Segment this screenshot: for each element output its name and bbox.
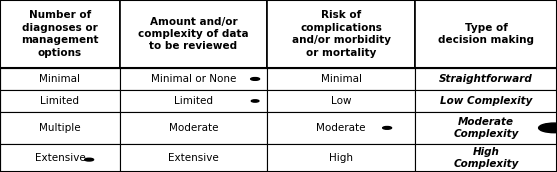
Text: Type of
decision making: Type of decision making: [438, 23, 534, 45]
Text: Low Complexity: Low Complexity: [440, 96, 532, 106]
Text: Minimal: Minimal: [40, 74, 80, 84]
Bar: [415, 90, 557, 112]
Bar: [415, 112, 557, 144]
Bar: [415, 144, 557, 172]
Text: Extensive: Extensive: [35, 153, 85, 163]
Bar: [120, 0, 267, 68]
Text: Extensive: Extensive: [168, 153, 219, 163]
Text: High: High: [329, 153, 353, 163]
Bar: [120, 68, 267, 90]
Text: Moderate: Moderate: [316, 123, 366, 133]
Text: Straightforward: Straightforward: [439, 74, 533, 84]
Text: Low: Low: [331, 96, 351, 106]
Bar: [415, 0, 557, 68]
Circle shape: [251, 78, 260, 80]
Bar: [120, 144, 267, 172]
Bar: [120, 112, 267, 144]
Bar: [267, 144, 415, 172]
Circle shape: [539, 123, 557, 133]
Text: Moderate
Complexity: Moderate Complexity: [453, 117, 519, 139]
Bar: [267, 0, 415, 68]
Bar: [267, 112, 415, 144]
Text: Limited: Limited: [40, 96, 80, 106]
Circle shape: [383, 127, 392, 129]
Text: Number of
diagnoses or
management
options: Number of diagnoses or management option…: [21, 10, 99, 58]
Bar: [0, 90, 120, 112]
Text: Minimal: Minimal: [321, 74, 361, 84]
Bar: [267, 90, 415, 112]
Bar: [267, 68, 415, 90]
Text: Minimal or None: Minimal or None: [151, 74, 236, 84]
Text: Moderate: Moderate: [169, 123, 218, 133]
Bar: [415, 68, 557, 90]
Text: Limited: Limited: [174, 96, 213, 106]
Circle shape: [85, 158, 94, 161]
Bar: [0, 144, 120, 172]
Bar: [0, 0, 120, 68]
Text: High
Complexity: High Complexity: [453, 147, 519, 169]
Bar: [120, 90, 267, 112]
Bar: [0, 112, 120, 144]
Circle shape: [251, 100, 259, 102]
Text: Multiple: Multiple: [39, 123, 81, 133]
Text: Risk of
complications
and/or morbidity
or mortality: Risk of complications and/or morbidity o…: [292, 10, 390, 58]
Text: Amount and/or
complexity of data
to be reviewed: Amount and/or complexity of data to be r…: [138, 17, 249, 51]
Bar: [0, 68, 120, 90]
